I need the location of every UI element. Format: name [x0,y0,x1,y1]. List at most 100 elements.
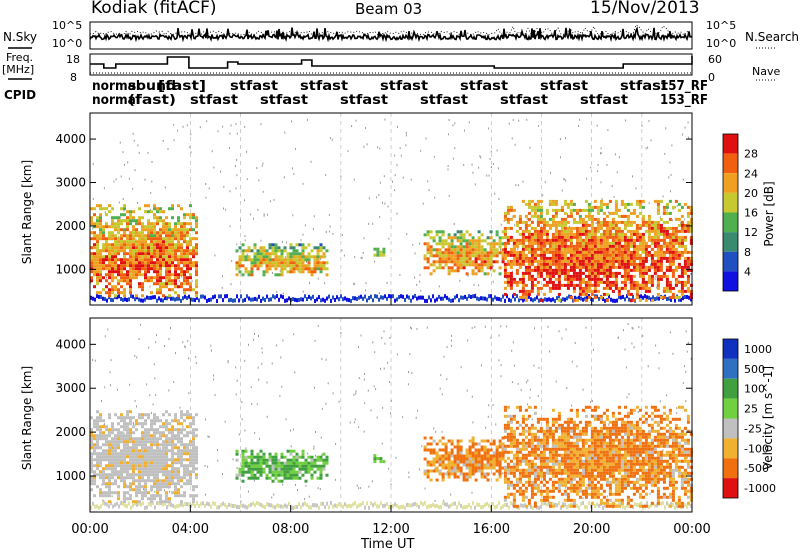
echo-cell [468,245,472,249]
noise-speck [245,447,247,450]
echo-cell [114,228,117,232]
echo-cell [177,273,180,277]
noise-speck [376,196,378,199]
echo-cell [501,236,505,240]
echo-cell [509,274,513,278]
echo-cell [159,282,162,286]
echo-cell [674,229,678,233]
echo-cell [554,223,558,227]
echo-cell [319,246,323,250]
noise-speck [132,187,134,190]
echo-cell [638,265,642,269]
echo-cell [111,470,114,474]
echo-cell [524,220,528,224]
ground-scatter-cell [344,502,346,507]
echo-cell [159,285,162,289]
echo-cell [542,256,546,260]
echo-cell [174,252,177,256]
echo-cell [147,464,150,468]
ground-scatter-cell [258,501,260,506]
ground-scatter-cell [648,295,650,300]
echo-cell [183,222,186,226]
echo-cell [584,259,588,263]
noise-speck [324,282,326,285]
noise-speck [292,214,294,217]
echo-cell [144,467,147,471]
echo-cell [162,413,165,417]
noise-speck [395,456,397,459]
echo-cell [114,473,117,477]
echo-cell [578,268,582,272]
echo-cell [99,494,102,498]
echo-cell [90,455,93,459]
echo-cell [683,238,687,242]
noise-speck [446,346,448,349]
echo-cell [593,244,597,248]
echo-cell [171,467,174,471]
echo-cell [159,479,162,483]
echo-cell [447,257,451,261]
echo-cell [572,286,576,290]
echo-cell [677,244,681,248]
ground-scatter-cell [284,503,286,508]
echo-cell [150,419,153,423]
echo-cell [93,437,96,441]
ground-scatter-cell [140,502,142,507]
ground-scatter-cell [412,295,414,300]
echo-cell [147,431,150,435]
echo-cell [265,252,269,256]
echo-cell [548,223,552,227]
echo-cell [617,265,621,269]
echo-cell [474,254,478,258]
ground-scatter-cell [492,297,494,302]
echo-cell [126,467,129,471]
echo-cell [247,464,251,468]
echo-cell [659,253,663,257]
noise-speck [684,126,686,129]
echo-cell [647,223,651,227]
echo-cell [174,285,177,289]
echo-cell [647,289,651,293]
echo-cell [120,461,123,465]
echo-cell [153,255,156,259]
echo-cell [524,223,528,227]
echo-cell [165,267,168,271]
echo-cell [611,226,615,230]
echo-cell [644,280,648,284]
echo-cell [126,461,129,465]
noise-speck [332,232,334,235]
echo-cell [530,238,534,242]
echo-cell [108,485,111,489]
echo-cell [578,238,582,242]
echo-cell [680,238,684,242]
ground-scatter-cell [582,501,584,506]
noise-speck [579,118,581,121]
echo-cell [503,280,507,284]
echo-cell [156,252,159,256]
echo-cell [608,265,612,269]
echo-cell [683,229,687,233]
ground-scatter-cell [602,297,604,301]
echo-cell [602,223,606,227]
echo-cell [235,458,239,462]
echo-cell [575,271,579,275]
echo-cell [162,446,165,450]
echo-cell [587,211,591,215]
echo-cell [180,225,183,229]
echo-cell [677,274,681,278]
echo-cell [189,240,192,244]
echo-cell [105,273,108,277]
echo-cell [665,277,669,281]
ground-scatter-cell [172,503,174,508]
echo-cell [423,242,427,246]
echo-cell [156,449,159,453]
echo-cell [671,226,675,230]
echo-cell [527,238,531,242]
ground-scatter-cell [106,298,108,303]
echo-cell [153,207,156,211]
echo-cell [620,256,624,260]
echo-cell [626,289,630,293]
noise-speck [253,479,255,482]
echo-cell [551,202,555,206]
noise-speck [670,190,671,193]
